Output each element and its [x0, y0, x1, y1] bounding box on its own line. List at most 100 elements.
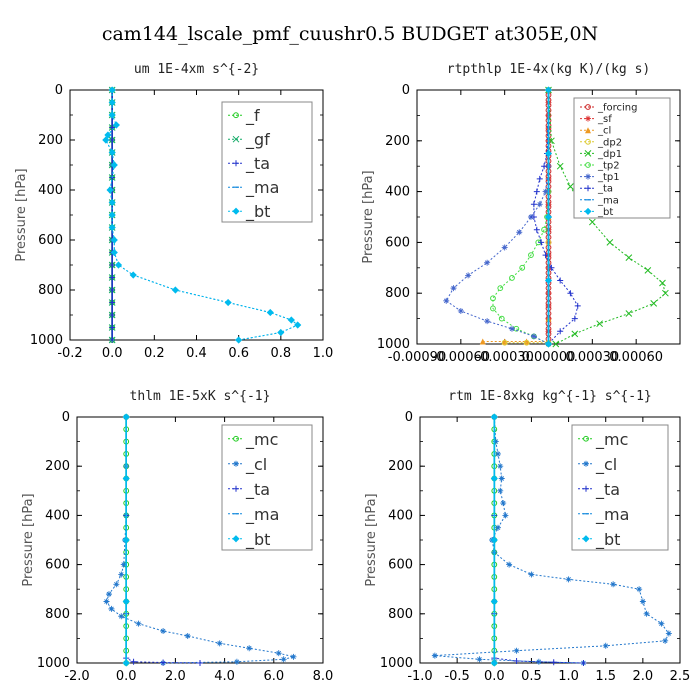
series-point	[106, 186, 114, 194]
series-point	[588, 218, 596, 226]
series-point	[506, 561, 513, 568]
y-tick-label: 1000	[37, 656, 70, 671]
series-point	[109, 299, 116, 306]
legend-label: _ma	[245, 178, 279, 198]
legend-label: _cl	[597, 126, 611, 137]
y-tick-label: 600	[38, 233, 63, 248]
legend-swatch-marker	[233, 460, 239, 467]
series-point	[662, 289, 669, 297]
series-point	[443, 297, 450, 304]
legend-swatch-marker	[583, 435, 589, 442]
panel-title: um 1E-4xm s^{-2}	[134, 62, 259, 77]
legend-label: _ta	[595, 480, 620, 500]
series-point	[639, 598, 646, 605]
series-point	[544, 276, 553, 285]
series-point	[544, 340, 553, 348]
series-point	[114, 261, 123, 269]
legend-label: _ma	[597, 195, 619, 206]
series-point	[492, 438, 499, 445]
series-point	[498, 475, 505, 482]
y-tick-label: 1000	[30, 333, 63, 348]
y-tick-label: 400	[38, 183, 63, 198]
series-point	[658, 620, 665, 627]
x-tick-label: -2.0	[64, 669, 89, 684]
series-dp1	[545, 86, 669, 348]
series-point	[662, 637, 669, 644]
y-tick-label: 200	[385, 134, 410, 149]
legend-item: _f	[228, 106, 260, 126]
series-point	[484, 318, 491, 325]
legend-label: _ta	[245, 480, 270, 500]
series-point	[596, 320, 603, 328]
legend-item: _cl	[228, 455, 267, 475]
x-tick-label: 0.0	[102, 346, 123, 361]
series-point	[508, 325, 515, 332]
legend: _mc _cl _ta _ma _bt	[221, 424, 313, 551]
legend-item: _dp2	[580, 137, 622, 148]
series-point	[280, 656, 287, 663]
series-point	[110, 248, 118, 257]
series-line	[533, 89, 579, 345]
legend-box	[573, 97, 671, 219]
series-point	[450, 285, 457, 292]
legend-item: _bt	[580, 207, 613, 218]
legend-item: _ma	[228, 178, 279, 198]
x-tick-label: 0.00060	[609, 350, 663, 365]
series-line	[492, 90, 549, 345]
series-point	[109, 137, 116, 143]
series-point	[502, 512, 509, 519]
series-point	[556, 162, 564, 170]
series-point	[530, 214, 537, 220]
x-tick-label: 4.0	[214, 669, 235, 684]
y-axis-label: Pressure [hPa]	[364, 493, 379, 586]
legend-item: _ta	[228, 480, 270, 500]
series-bt	[544, 86, 553, 348]
legend-item: _tp1	[580, 172, 620, 183]
legend-box	[571, 424, 669, 551]
series-point	[625, 254, 633, 261]
chart-panel-1: um 1E-4xm s^{-2} Pressure [hPa] 0 200 400 600…	[14, 62, 333, 361]
series-point	[233, 658, 240, 665]
series-point	[541, 163, 548, 170]
series-point	[275, 650, 282, 657]
series-point	[625, 310, 633, 317]
legend-label: _tp1	[597, 172, 620, 183]
series-point	[513, 647, 520, 654]
legend-label: _ta	[597, 184, 613, 195]
series-point	[108, 223, 116, 232]
series-point	[108, 605, 115, 612]
x-tick-label: 6.0	[263, 669, 284, 684]
series-point	[108, 111, 116, 119]
x-tick-label: 0.00000	[522, 350, 576, 365]
series-point	[501, 244, 508, 251]
figure-title: cam144_lscale_pmf_cuushr0.5 BUDGET at305…	[102, 23, 598, 45]
legend-label: _mc	[595, 430, 628, 450]
y-tick-label: 400	[385, 185, 410, 200]
legend-label: _forcing	[597, 103, 638, 114]
legend-swatch-marker	[584, 207, 592, 215]
legend-swatch-marker	[233, 112, 239, 119]
series-point	[519, 264, 526, 271]
series-point	[528, 252, 534, 259]
series-point	[490, 536, 498, 544]
series-point	[457, 307, 464, 314]
series-point	[571, 330, 579, 338]
series-point	[135, 620, 142, 627]
legend-label: _gf	[245, 130, 270, 150]
series-point	[490, 295, 496, 302]
legend-swatch-marker	[585, 162, 591, 168]
series-point	[659, 279, 666, 287]
series-point	[497, 463, 504, 470]
series-point	[431, 652, 438, 659]
x-tick-label: 2.0	[633, 669, 654, 684]
series-point	[122, 474, 130, 483]
series-point	[530, 333, 537, 340]
series-point	[122, 413, 130, 421]
legend-item: _dp1	[580, 149, 622, 160]
y-tick-label: 0	[62, 410, 70, 425]
legend-item: _ta	[578, 480, 620, 500]
legend-swatch-marker	[585, 138, 591, 145]
y-tick-label: 800	[45, 607, 70, 622]
series-point	[533, 226, 540, 233]
